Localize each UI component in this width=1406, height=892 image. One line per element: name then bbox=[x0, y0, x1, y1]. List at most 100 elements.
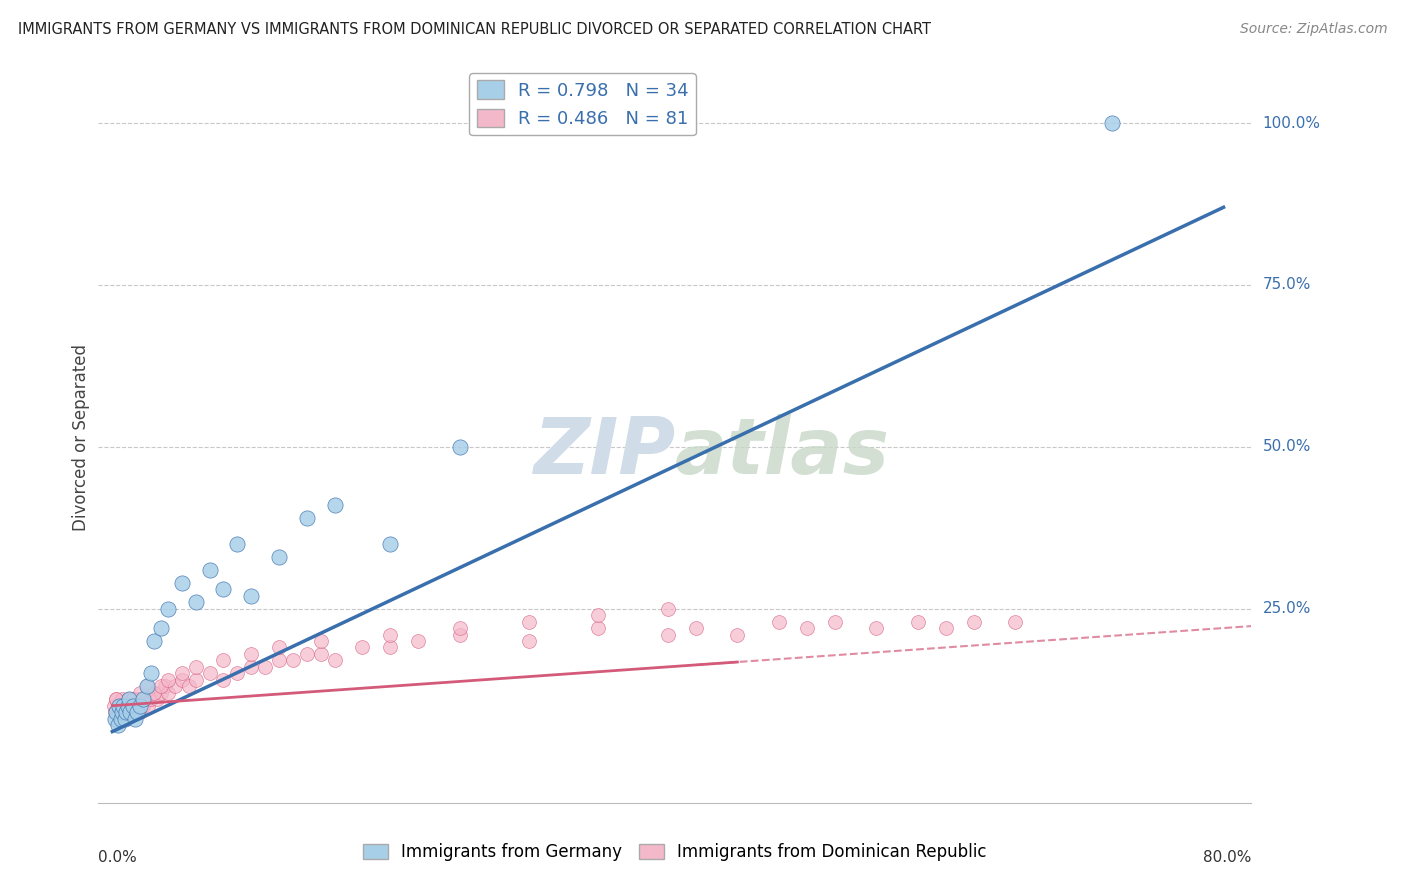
Point bbox=[796, 621, 818, 635]
Point bbox=[108, 698, 131, 713]
Point bbox=[115, 705, 138, 719]
Point bbox=[103, 698, 125, 713]
Point bbox=[156, 673, 179, 687]
Point bbox=[104, 705, 127, 719]
Point bbox=[149, 621, 172, 635]
Text: 50.0%: 50.0% bbox=[1263, 439, 1310, 454]
Point bbox=[281, 653, 304, 667]
Text: atlas: atlas bbox=[675, 414, 890, 490]
Point bbox=[156, 601, 179, 615]
Text: 100.0%: 100.0% bbox=[1263, 116, 1320, 130]
Point bbox=[184, 660, 207, 674]
Point bbox=[657, 601, 679, 615]
Point bbox=[226, 666, 249, 681]
Point bbox=[267, 653, 290, 667]
Point bbox=[105, 692, 128, 706]
Point bbox=[657, 627, 679, 641]
Point bbox=[768, 615, 790, 629]
Point bbox=[170, 666, 193, 681]
Point bbox=[170, 673, 193, 687]
Point bbox=[153, 679, 176, 693]
Point bbox=[1101, 116, 1123, 130]
Point bbox=[135, 692, 157, 706]
Point bbox=[143, 634, 166, 648]
Point bbox=[149, 686, 172, 700]
Point bbox=[114, 712, 136, 726]
Point bbox=[143, 686, 166, 700]
Point bbox=[111, 705, 134, 719]
Point bbox=[170, 575, 193, 590]
Point bbox=[110, 712, 132, 726]
Point bbox=[309, 634, 332, 648]
Point bbox=[124, 712, 146, 726]
Point bbox=[156, 686, 179, 700]
Point bbox=[112, 705, 135, 719]
Point bbox=[378, 640, 401, 655]
Point bbox=[725, 627, 748, 641]
Point bbox=[132, 692, 155, 706]
Point bbox=[120, 705, 142, 719]
Point bbox=[129, 698, 152, 713]
Point bbox=[111, 692, 134, 706]
Legend: R = 0.798   N = 34, R = 0.486   N = 81: R = 0.798 N = 34, R = 0.486 N = 81 bbox=[470, 73, 696, 136]
Point bbox=[226, 537, 249, 551]
Point bbox=[108, 698, 131, 713]
Point bbox=[295, 647, 318, 661]
Point bbox=[212, 582, 235, 597]
Point bbox=[212, 673, 235, 687]
Point bbox=[107, 718, 129, 732]
Point bbox=[378, 537, 401, 551]
Point bbox=[127, 692, 149, 706]
Point bbox=[112, 698, 135, 713]
Point bbox=[240, 589, 263, 603]
Point bbox=[588, 621, 610, 635]
Point bbox=[824, 615, 846, 629]
Point bbox=[115, 698, 138, 713]
Point bbox=[122, 698, 145, 713]
Point bbox=[295, 511, 318, 525]
Point bbox=[240, 647, 263, 661]
Point bbox=[118, 698, 141, 713]
Point bbox=[141, 666, 163, 681]
Point bbox=[129, 686, 152, 700]
Text: 80.0%: 80.0% bbox=[1204, 850, 1251, 865]
Point bbox=[120, 705, 142, 719]
Point bbox=[125, 698, 148, 713]
Point bbox=[352, 640, 374, 655]
Point bbox=[517, 634, 540, 648]
Point bbox=[323, 653, 346, 667]
Point bbox=[323, 498, 346, 512]
Point bbox=[107, 698, 129, 713]
Point bbox=[143, 686, 166, 700]
Point bbox=[198, 563, 221, 577]
Point bbox=[962, 615, 984, 629]
Point bbox=[117, 692, 139, 706]
Point bbox=[517, 615, 540, 629]
Point bbox=[117, 698, 139, 713]
Point bbox=[865, 621, 887, 635]
Point bbox=[1004, 615, 1026, 629]
Point bbox=[163, 679, 186, 693]
Point bbox=[198, 666, 221, 681]
Point bbox=[177, 679, 200, 693]
Point bbox=[105, 705, 128, 719]
Point bbox=[132, 698, 155, 713]
Point bbox=[112, 698, 135, 713]
Point bbox=[145, 692, 167, 706]
Point bbox=[309, 647, 332, 661]
Text: Source: ZipAtlas.com: Source: ZipAtlas.com bbox=[1240, 22, 1388, 37]
Point bbox=[267, 549, 290, 564]
Point bbox=[935, 621, 957, 635]
Point bbox=[118, 692, 141, 706]
Point bbox=[449, 621, 471, 635]
Point bbox=[685, 621, 707, 635]
Point bbox=[127, 705, 149, 719]
Text: IMMIGRANTS FROM GERMANY VS IMMIGRANTS FROM DOMINICAN REPUBLIC DIVORCED OR SEPARA: IMMIGRANTS FROM GERMANY VS IMMIGRANTS FR… bbox=[18, 22, 931, 37]
Point bbox=[122, 692, 145, 706]
Point bbox=[108, 705, 131, 719]
Point bbox=[104, 712, 127, 726]
Point bbox=[114, 705, 136, 719]
Point bbox=[122, 698, 145, 713]
Point bbox=[121, 692, 143, 706]
Text: ZIP: ZIP bbox=[533, 414, 675, 490]
